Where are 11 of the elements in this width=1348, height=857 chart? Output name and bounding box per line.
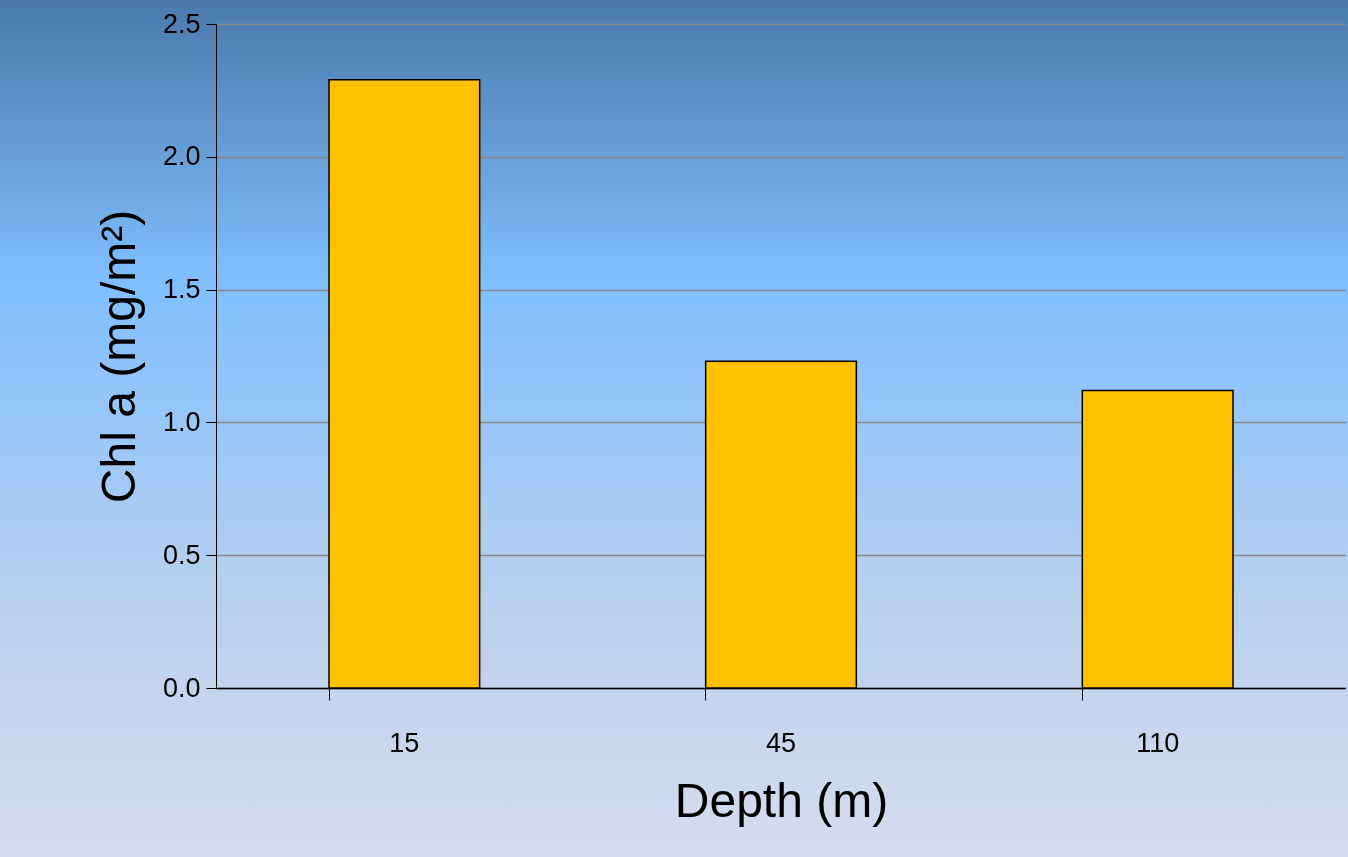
y-tick-label: 2.0 — [162, 141, 201, 172]
y-tick-label: 0.0 — [162, 672, 201, 703]
y-tick-label: 1.5 — [162, 274, 201, 305]
y-tick-label: 0.5 — [162, 539, 201, 570]
y-axis-title: Chl a (mg/m²) — [91, 209, 145, 504]
x-tick-label: 45 — [765, 727, 797, 758]
y-tick-label: 2.5 — [162, 8, 201, 39]
y-tick-label: 1.0 — [162, 406, 201, 437]
x-tick-label: 15 — [389, 727, 420, 758]
x-tick-label: 110 — [1136, 727, 1180, 758]
x-axis-title: Depth (m) — [674, 773, 889, 827]
